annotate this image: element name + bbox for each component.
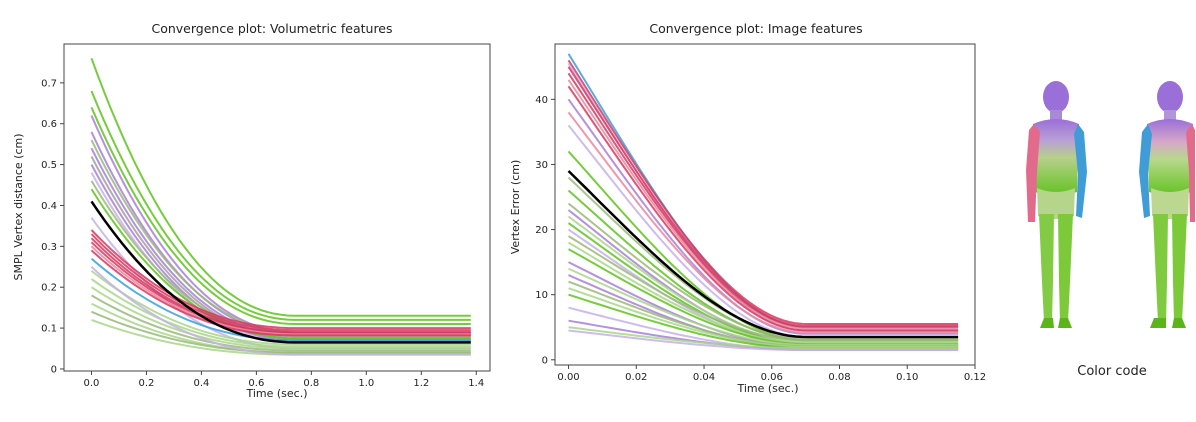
series-line xyxy=(90,286,471,350)
series-line xyxy=(90,90,471,321)
x-tick-label: 0.04 xyxy=(693,372,715,383)
series-line xyxy=(568,326,959,350)
x-tick-label: 0.08 xyxy=(828,372,850,383)
chart-volumetric-frame xyxy=(63,43,491,372)
series-line xyxy=(90,172,471,344)
chart-volumetric-ticks: 0.0 0.2 0.4 0.6 0.8 1.0 1.2 1.4 0 0.1 0.2 0.3 0.4 0.5… xyxy=(41,78,484,389)
series-line xyxy=(90,57,471,317)
x-tick-label: 1.0 xyxy=(358,378,374,389)
chart-volumetric-ylabel: SMPL Vertex distance (cm) xyxy=(12,133,25,280)
y-tick-label: 0.3 xyxy=(41,242,57,253)
series-line xyxy=(91,310,471,354)
series-line xyxy=(567,79,959,330)
series-line xyxy=(90,245,471,336)
x-tick-label: 0.06 xyxy=(761,372,783,383)
x-tick-label: 0.2 xyxy=(138,378,154,389)
y-tick-label: 0.7 xyxy=(41,78,57,89)
x-tick-label: 1.4 xyxy=(468,378,484,389)
series-line xyxy=(90,257,471,342)
chart-volumetric-title: Convergence plot: Volumetric features xyxy=(151,21,392,36)
y-tick-label: 30 xyxy=(535,160,548,171)
series-line xyxy=(90,241,471,334)
series-line xyxy=(90,106,471,325)
series-line xyxy=(90,233,471,332)
x-tick-label: 0.02 xyxy=(625,372,647,383)
series-line xyxy=(90,266,471,356)
chart-image-xlabel: Time (sec.) xyxy=(736,382,798,395)
series-line xyxy=(567,72,959,329)
y-tick-label: 20 xyxy=(535,225,548,236)
color-code-caption: Color code xyxy=(1077,364,1146,379)
series-line xyxy=(567,111,959,334)
chart-volumetric-series xyxy=(90,57,471,356)
x-tick-label: 0.0 xyxy=(84,378,100,389)
series-line xyxy=(90,131,471,336)
x-tick-label: 0.4 xyxy=(193,378,209,389)
y-tick-label: 40 xyxy=(535,95,548,106)
series-line xyxy=(91,294,471,352)
chart-volumetric-xlabel: Time (sec.) xyxy=(245,387,307,400)
series-line xyxy=(567,62,959,332)
chart-image: Convergence plot: Image features 0.00 0.0… xyxy=(509,21,986,395)
series-line xyxy=(568,287,959,348)
series-line xyxy=(90,139,471,334)
mean-series-line xyxy=(567,170,959,339)
y-tick-label: 0 xyxy=(51,364,57,375)
x-tick-label: 0.12 xyxy=(964,372,986,383)
x-tick-label: 0.00 xyxy=(557,372,579,383)
chart-image-ylabel: Vertex Error (cm) xyxy=(509,160,522,255)
y-tick-label: 10 xyxy=(535,290,548,301)
y-tick-label: 0.4 xyxy=(41,201,57,212)
series-line xyxy=(567,235,959,342)
series-line xyxy=(567,85,959,332)
chart-image-title: Convergence plot: Image features xyxy=(649,21,862,36)
x-tick-label: 0.10 xyxy=(896,372,918,383)
series-line xyxy=(568,267,959,346)
y-tick-label: 0 xyxy=(542,355,548,366)
chart-image-ticks: 0.00 0.02 0.04 0.06 0.08 0.10 0.12 0 10 20 30 40 xyxy=(535,95,986,383)
chart-image-frame xyxy=(554,43,976,366)
x-tick-label: 0.8 xyxy=(303,378,319,389)
x-tick-label: 1.2 xyxy=(413,378,429,389)
series-line xyxy=(568,329,959,351)
series-line xyxy=(567,241,959,344)
y-tick-label: 0.1 xyxy=(41,324,57,335)
series-line xyxy=(567,202,959,340)
chart-image-series xyxy=(567,53,959,351)
chart-volumetric: Convergence plot: Volumetric features 0.… xyxy=(12,21,491,400)
body-color-code-front xyxy=(1026,81,1087,328)
y-tick-label: 0.6 xyxy=(41,119,57,130)
series-line xyxy=(90,188,471,340)
body-color-code-back xyxy=(1139,81,1195,328)
mean-series-line xyxy=(90,200,471,344)
series-line xyxy=(567,59,959,325)
series-line xyxy=(567,66,959,327)
series-line xyxy=(90,229,471,330)
series-line xyxy=(90,249,471,337)
x-tick-label: 0.6 xyxy=(248,378,264,389)
series-line xyxy=(90,270,471,346)
y-tick-label: 0.2 xyxy=(41,283,57,294)
y-tick-label: 0.5 xyxy=(41,160,57,171)
